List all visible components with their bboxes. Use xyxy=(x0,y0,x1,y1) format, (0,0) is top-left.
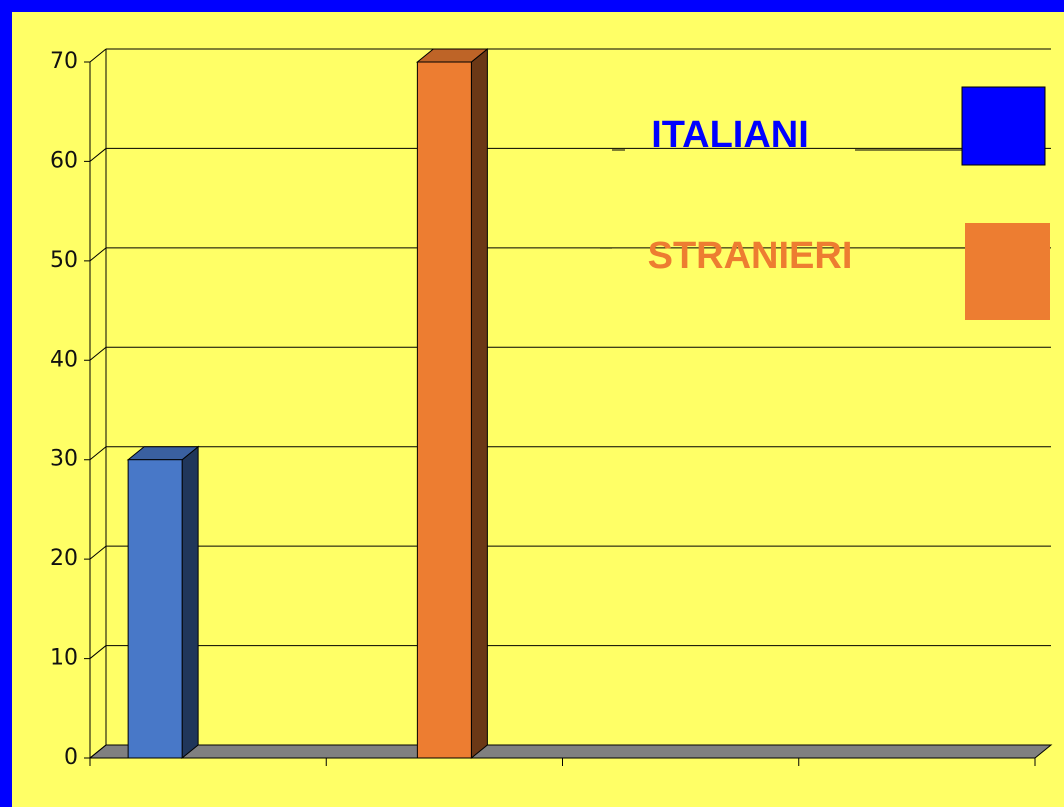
y-tick-label: 20 xyxy=(50,546,78,571)
y-tick-label: 60 xyxy=(50,148,78,173)
bar-side xyxy=(470,47,488,760)
y-tick-label: 30 xyxy=(50,447,78,472)
y-tick-label: 70 xyxy=(50,49,78,74)
bar-side xyxy=(181,445,199,760)
legend-swatch xyxy=(965,223,1050,320)
bar xyxy=(416,61,472,759)
floor xyxy=(88,744,1053,759)
y-tick-label: 0 xyxy=(64,745,78,770)
legend-label: STRANIERI xyxy=(648,235,853,277)
y-tick-label: 10 xyxy=(50,646,78,671)
y-tick-label: 50 xyxy=(50,248,78,273)
legend-label: ITALIANI xyxy=(651,114,809,156)
bar xyxy=(127,459,183,759)
y-tick-label: 40 xyxy=(50,347,78,372)
legend-swatch xyxy=(961,86,1046,166)
